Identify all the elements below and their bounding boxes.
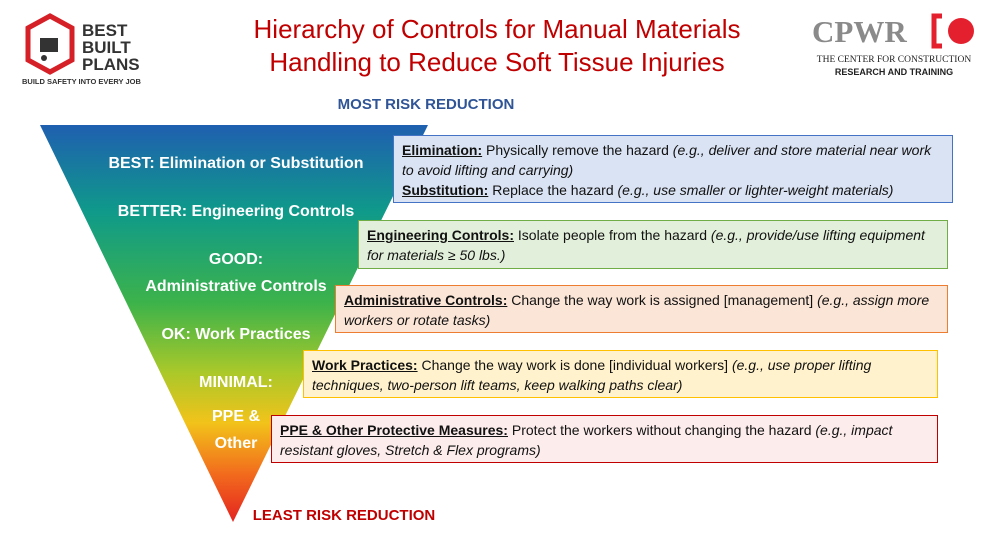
term: PPE & Other Protective Measures: [280,422,508,438]
level-label: BETTER: Engineering Controls [118,203,355,220]
logo-hexagon [25,13,75,75]
control-box: Work Practices: Change the way work is d… [303,350,938,398]
bottom-label: LEAST RISK REDUCTION [253,507,436,524]
example: (e.g., provide/use lifting equipment for… [367,227,925,263]
level-label: Other [215,435,258,452]
description: Change the way work is done [individual … [421,357,729,373]
logo-text: BUILT [82,38,131,57]
example: (e.g., use smaller or lighter-weight mat… [617,182,894,198]
level-label: BEST: Elimination or Substitution [108,155,363,172]
description: Protect the workers without changing the… [511,422,812,438]
title: Handling to Reduce Soft Tissue Injuries [269,47,724,77]
level-label: MINIMAL: [199,374,273,391]
level-label: GOOD: [209,251,263,268]
level-label: OK: Work Practices [161,326,310,343]
logo-subtitle: THE CENTER FOR CONSTRUCTION [817,55,972,65]
term: Elimination: [402,142,483,158]
term: Engineering Controls: [367,227,514,243]
term: Substitution: [402,182,489,198]
logo-icon [40,38,58,52]
logo-text: CPWR [812,14,907,49]
logo-subtitle: RESEARCH AND TRAINING [835,67,953,77]
description: Change the way work is assigned [managem… [511,292,814,308]
hierarchy-triangle [40,125,428,522]
control-box: PPE & Other Protective Measures: Protect… [271,415,938,463]
logo-icon [41,55,47,61]
level-label: Administrative Controls [145,278,326,295]
example: (e.g., use proper lifting techniques, tw… [312,357,872,393]
title: Hierarchy of Controls for Manual Materia… [254,14,741,44]
logo-dot [948,18,974,44]
description: Isolate people from the hazard [517,227,708,243]
level-label: PPE & [212,408,260,425]
term: Administrative Controls: [344,292,508,308]
description: Physically remove the hazard [486,142,669,158]
control-box: Elimination: Physically remove the hazar… [393,135,953,203]
logo-text: PLANS [82,55,140,74]
logo-bracket [931,13,942,49]
logo-text: BEST [82,21,128,40]
control-box: Engineering Controls: Isolate people fro… [358,220,948,269]
control-box: Administrative Controls: Change the way … [335,285,948,333]
term: Work Practices: [312,357,418,373]
description: Replace the hazard [492,182,614,198]
logo-tagline: BUILD SAFETY INTO EVERY JOB [22,77,141,86]
example: (e.g., deliver and store material near w… [402,142,932,178]
example: (e.g., impact resistant gloves, Stretch … [280,422,893,458]
top-label: MOST RISK REDUCTION [338,96,515,113]
example: (e.g., assign more workers or rotate tas… [344,292,930,328]
